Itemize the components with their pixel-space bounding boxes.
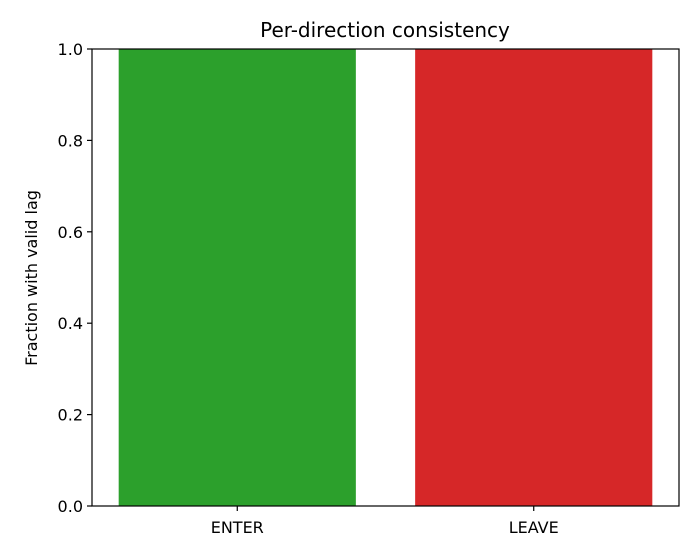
x-tick-label: LEAVE — [509, 518, 559, 537]
plot-frame — [91, 48, 680, 507]
y-tick-label: 0.4 — [58, 314, 83, 333]
y-axis-label: Fraction with valid lag — [22, 190, 41, 366]
bar-enter — [118, 49, 356, 506]
y-tick-label: 0.0 — [58, 497, 83, 516]
x-tick-label: ENTER — [211, 518, 264, 537]
bars-group — [118, 49, 653, 506]
y-axis-ticks: 0.0 0.2 0.4 0.6 0.8 1.0 — [58, 40, 92, 516]
chart-title: Per-direction consistency — [260, 18, 510, 42]
y-tick-label: 0.6 — [58, 223, 83, 242]
bar-leave — [415, 49, 653, 506]
x-axis-ticks: ENTER LEAVE — [211, 506, 559, 537]
y-tick-label: 1.0 — [58, 40, 83, 59]
y-tick-label: 0.2 — [58, 406, 83, 425]
y-tick-label: 0.8 — [58, 131, 83, 150]
